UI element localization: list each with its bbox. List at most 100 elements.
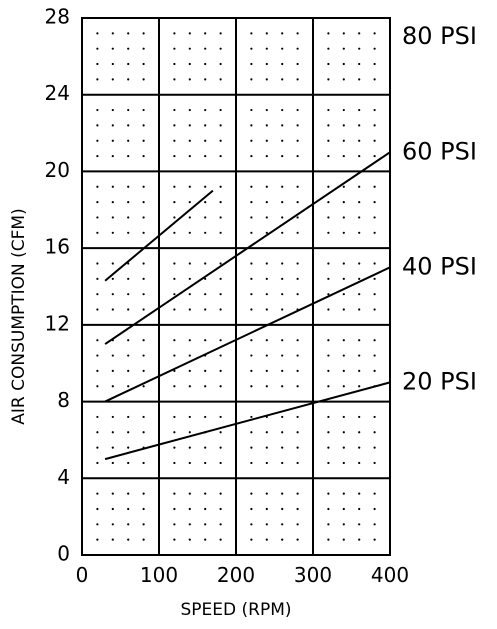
grid-dot [327, 216, 330, 219]
grid-dot [327, 277, 330, 280]
grid-dot [111, 492, 114, 495]
grid-dot [204, 293, 207, 296]
grid-dot [173, 308, 176, 311]
grid-dot [173, 293, 176, 296]
grid-dot [204, 277, 207, 280]
grid-dot [173, 216, 176, 219]
grid-dot [373, 538, 376, 541]
grid-dot [173, 139, 176, 142]
grid-dot [281, 262, 284, 265]
major-grid-lines [81, 17, 391, 556]
grid-dot [111, 431, 114, 434]
grid-dot [265, 431, 268, 434]
grid-dot [281, 308, 284, 311]
grid-dot [327, 385, 330, 388]
grid-dot [327, 201, 330, 204]
grid-dot [250, 446, 253, 449]
grid-dot [204, 369, 207, 372]
grid-dot [265, 339, 268, 342]
grid-dot [281, 431, 284, 434]
grid-dot [96, 231, 99, 234]
grid-dot [296, 446, 299, 449]
grid-dot [204, 339, 207, 342]
grid-dot [281, 139, 284, 142]
grid-dot [173, 62, 176, 66]
grid-dot [250, 154, 253, 158]
grid-dot [219, 62, 222, 66]
grid-dot [173, 47, 176, 50]
grid-dot [219, 507, 222, 511]
grid-dot [265, 523, 268, 526]
grid-dot [358, 354, 361, 357]
x-tick-label: 400 [371, 563, 409, 587]
grid-dot [204, 78, 207, 81]
grid-dot [296, 201, 299, 204]
grid-dot [96, 431, 99, 434]
grid-dot [342, 201, 345, 204]
grid-dot [373, 415, 376, 419]
grid-dot [142, 507, 145, 511]
grid-dot [142, 308, 145, 311]
series-label: 60 PSI [402, 137, 477, 165]
grid-dot [204, 201, 207, 204]
grid-dot [296, 216, 299, 219]
grid-dot [127, 216, 130, 219]
grid-dot [111, 154, 114, 158]
grid-dot [96, 308, 99, 311]
grid-dot [219, 308, 222, 311]
grid-dot [188, 139, 191, 142]
y-tick-label: 12 [45, 311, 70, 335]
grid-dot [358, 538, 361, 541]
grid-dot [265, 185, 268, 188]
grid-dot [250, 431, 253, 434]
grid-dot [173, 461, 176, 465]
grid-dot [342, 523, 345, 526]
grid-dot [327, 339, 330, 342]
grid-dot [265, 308, 268, 311]
grid-dot [296, 354, 299, 357]
grid-dot [281, 354, 284, 357]
grid-dot [265, 293, 268, 296]
grid-dot [127, 185, 130, 188]
grid-dot [250, 32, 253, 35]
grid-dot [96, 385, 99, 388]
grid-dot [204, 154, 207, 158]
grid-dot [358, 201, 361, 204]
grid-dot [358, 32, 361, 35]
grid-dot [111, 201, 114, 204]
grid-dot [204, 139, 207, 142]
grid-dot [342, 339, 345, 342]
grid-dot [219, 139, 222, 142]
grid-dot [342, 62, 345, 66]
grid-dot [327, 139, 330, 142]
grid-dot [265, 78, 268, 81]
grid-dot [188, 492, 191, 495]
grid-dot [127, 507, 130, 511]
grid-dot [358, 139, 361, 142]
grid-dot [281, 461, 284, 465]
grid-dot [327, 446, 330, 449]
grid-dot [296, 231, 299, 234]
grid-dot [96, 185, 99, 188]
grid-dot [281, 108, 284, 112]
grid-dot [204, 231, 207, 234]
grid-dot [296, 507, 299, 511]
grid-dot [204, 216, 207, 219]
grid-dot [281, 415, 284, 419]
grid-dot [188, 124, 191, 127]
grid-dot [127, 62, 130, 66]
grid-dot [173, 385, 176, 388]
grid-dot [342, 47, 345, 50]
grid-dot [342, 385, 345, 388]
grid-dot [127, 369, 130, 372]
grid-dot [219, 124, 222, 127]
grid-dot [250, 369, 253, 372]
grid-dot [127, 354, 130, 357]
grid-dot [219, 415, 222, 419]
grid-dot [111, 185, 114, 188]
grid-dot [250, 185, 253, 188]
grid-dot [358, 185, 361, 188]
y-tick-label: 20 [45, 158, 70, 182]
grid-dot [142, 216, 145, 219]
